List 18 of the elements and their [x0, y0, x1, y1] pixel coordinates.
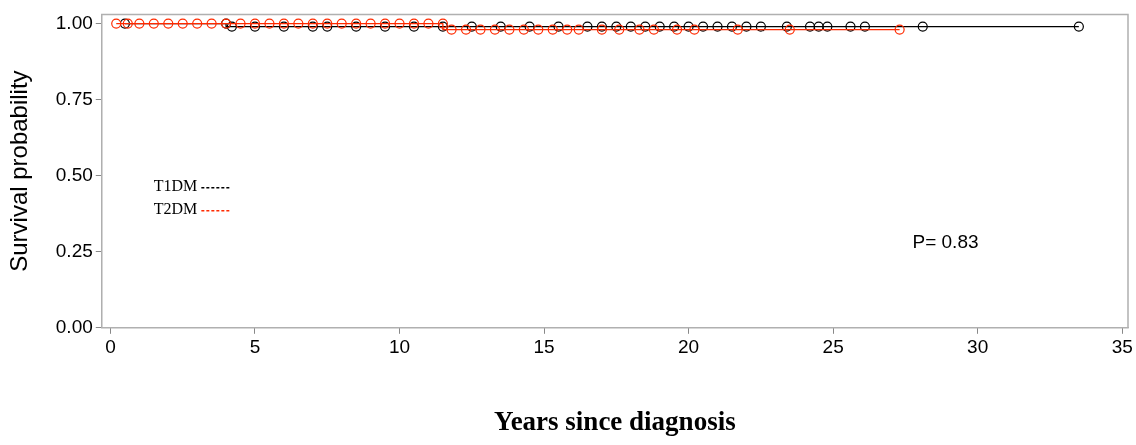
y-tick-label: 0.75: [55, 87, 93, 109]
x-tick-label: 5: [249, 336, 261, 358]
x-tick-label: 35: [1111, 336, 1133, 358]
x-tick-label: 30: [967, 336, 989, 358]
legend-label: T1DM: [153, 176, 198, 194]
x-tick-label: 25: [822, 336, 844, 358]
x-axis-title: Years since diagnosis: [494, 405, 736, 436]
y-tick-label: 0.25: [55, 239, 93, 261]
y-tick-label: 0.50: [55, 163, 93, 185]
y-axis-title: Survival probability: [5, 70, 33, 272]
x-tick-label: 20: [678, 336, 700, 358]
x-tick-label: 10: [388, 336, 411, 358]
y-tick-label: 0.00: [55, 316, 93, 338]
y-tick-label: 1.00: [55, 11, 93, 33]
annotation: P= 0.83: [912, 231, 979, 253]
legend-label: T2DM: [153, 199, 198, 217]
x-tick-label: 15: [533, 336, 555, 358]
x-tick-label: 0: [105, 336, 116, 358]
